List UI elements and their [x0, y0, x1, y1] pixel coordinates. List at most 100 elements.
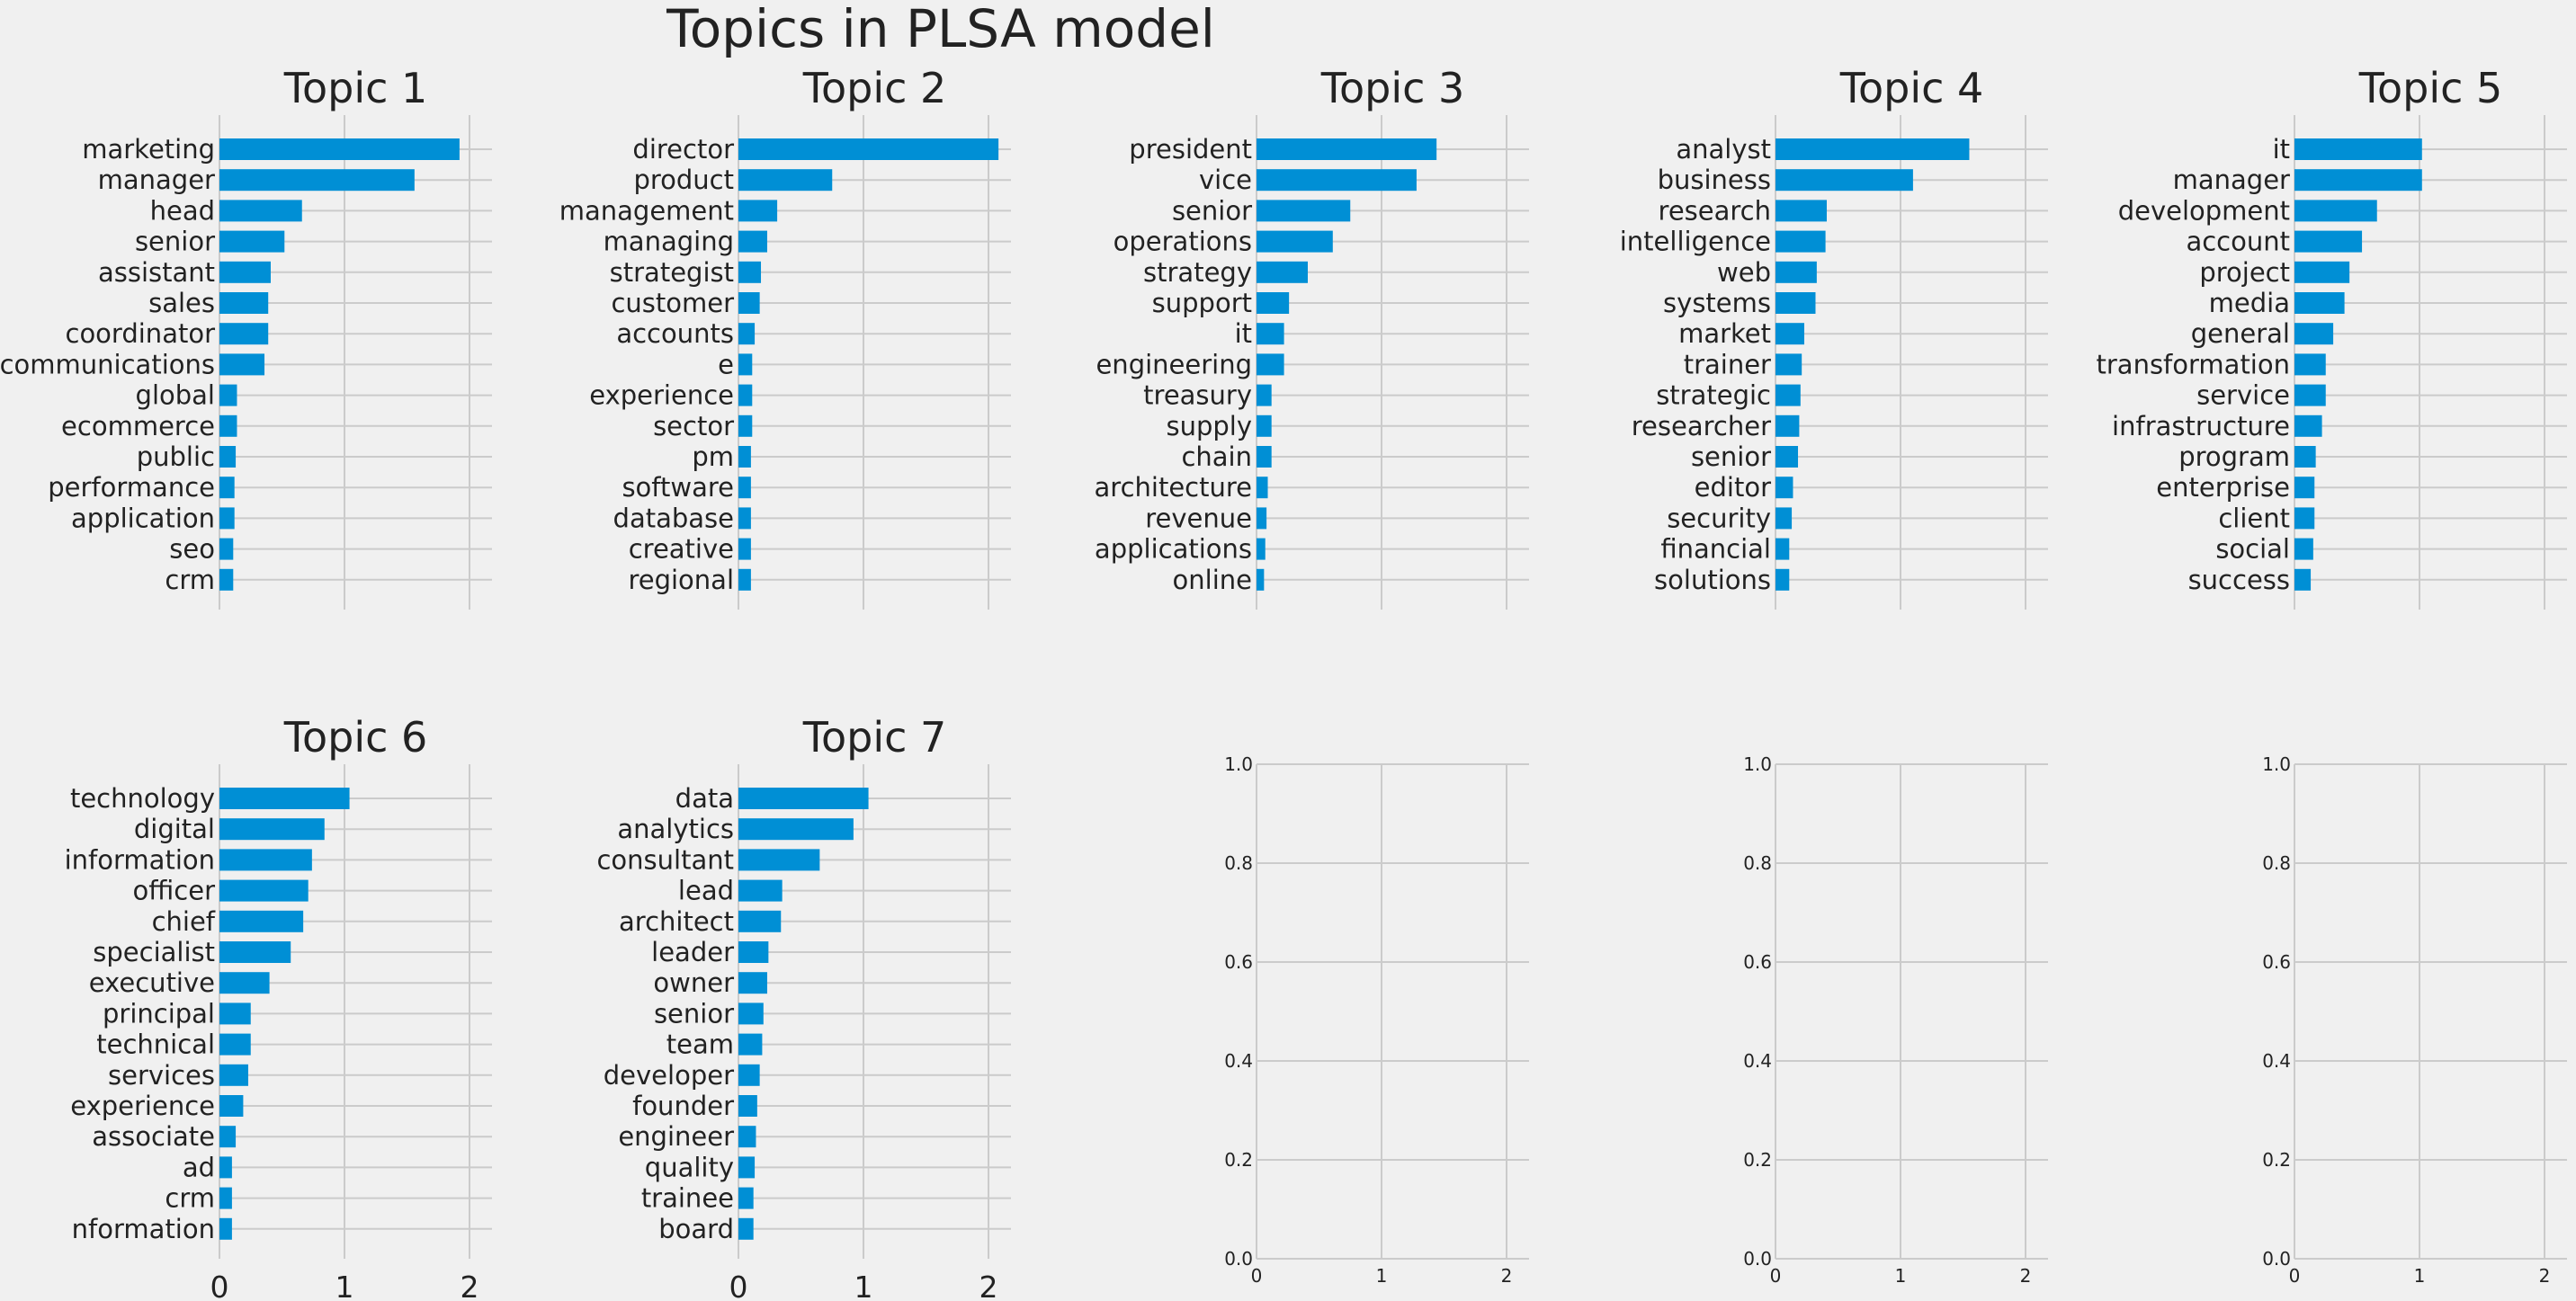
subplot-title: Topic 7	[802, 713, 947, 762]
category-label: senior	[1691, 441, 1771, 472]
category-label: it	[2273, 134, 2290, 165]
category-label: accounts	[616, 318, 734, 349]
category-label: supply	[1166, 411, 1252, 441]
bar-program	[2294, 446, 2316, 468]
subplot-4: analystbusinessresearchintelligencewebsy…	[1620, 64, 2048, 610]
category-label: infrastructure	[2112, 411, 2290, 441]
x-tick-label: 0	[729, 1270, 748, 1301]
bar-strategic	[1775, 384, 1801, 406]
category-label: associate	[92, 1121, 215, 1152]
bar-founder	[738, 1095, 757, 1117]
subplot-1: marketingmanagerheadseniorassistantsales…	[0, 64, 492, 610]
category-label: client	[2218, 503, 2290, 533]
bar-revenue	[1257, 507, 1267, 530]
x-tick-label: 2	[979, 1270, 998, 1301]
bar-crm	[219, 1187, 232, 1209]
bar-communications	[219, 353, 265, 376]
category-label: program	[2178, 441, 2290, 472]
bar-global	[219, 384, 237, 406]
y-tick-label: 0.6	[1224, 951, 1253, 973]
x-tick-label: 1	[335, 1270, 354, 1301]
category-label: specialist	[93, 937, 215, 967]
category-label: senior	[1172, 195, 1252, 226]
category-label: digital	[134, 814, 215, 844]
x-tick-label: 1	[854, 1270, 873, 1301]
bar-managing	[738, 230, 767, 253]
category-label: crm	[165, 1183, 215, 1214]
bar-nformation	[219, 1217, 232, 1240]
bar-leader	[738, 941, 769, 963]
category-label: trainer	[1684, 349, 1771, 379]
category-label: communications	[0, 349, 215, 379]
category-label: performance	[48, 472, 215, 503]
bar-operations	[1257, 230, 1333, 253]
x-tick-label: 0	[210, 1270, 229, 1301]
bar-board	[738, 1217, 754, 1240]
category-label: lead	[678, 876, 734, 906]
category-label: social	[2215, 534, 2290, 565]
bar-associate	[219, 1126, 237, 1148]
category-label: research	[1659, 195, 1771, 226]
x-tick-label: 0	[1770, 1265, 1782, 1287]
category-label: service	[2196, 380, 2290, 411]
bar-regional	[738, 568, 751, 591]
category-label: public	[137, 441, 215, 472]
bar-senior	[1775, 446, 1799, 468]
y-tick-label: 0.2	[1224, 1149, 1253, 1171]
category-label: board	[658, 1214, 734, 1244]
bar-consultant	[738, 849, 820, 871]
bar-engineering	[1257, 353, 1284, 376]
category-label: developer	[604, 1060, 734, 1091]
x-tick-label: 2	[2539, 1265, 2551, 1287]
category-label: marketing	[82, 134, 215, 165]
bar-development	[2294, 200, 2377, 222]
bar-sales	[219, 292, 269, 314]
y-tick-label: 0.4	[1224, 1050, 1253, 1072]
bar-principal	[219, 1002, 251, 1025]
category-label: intelligence	[1620, 227, 1771, 257]
subplot-7: dataanalyticsconsultantleadarchitectlead…	[596, 713, 1011, 1301]
bar-technology	[219, 788, 350, 809]
y-tick-label: 0.8	[1224, 852, 1253, 874]
bar-seo	[219, 538, 234, 560]
category-label: architect	[619, 906, 734, 937]
category-label: market	[1678, 318, 1771, 349]
bar-infrastructure	[2294, 414, 2322, 437]
category-label: technology	[70, 783, 215, 814]
category-label: analytics	[617, 814, 734, 844]
category-label: team	[666, 1029, 734, 1060]
bar-senior	[219, 230, 285, 253]
category-label: crm	[165, 565, 215, 595]
bar-media	[2294, 292, 2345, 314]
category-label: web	[1717, 257, 1771, 288]
bar-client	[2294, 507, 2315, 530]
category-label: revenue	[1145, 503, 1252, 533]
y-tick-label: 0.0	[1743, 1248, 1772, 1270]
category-label: chief	[152, 906, 216, 937]
category-label: chain	[1181, 441, 1252, 472]
bar-project	[2294, 261, 2350, 283]
category-label: senior	[654, 998, 734, 1029]
category-label: business	[1658, 165, 1771, 195]
figure-title: Topics in PLSA model	[666, 0, 1215, 59]
category-label: transformation	[2097, 349, 2291, 379]
bar-management	[738, 200, 778, 222]
bar-sector	[738, 414, 753, 437]
category-label: regional	[628, 565, 734, 595]
category-label: quality	[645, 1152, 734, 1182]
bar-engineer	[738, 1126, 756, 1148]
bar-experience	[219, 1095, 244, 1117]
category-label: experience	[70, 1091, 215, 1121]
y-tick-label: 0.6	[2262, 951, 2291, 973]
bar-researcher	[1775, 414, 1800, 437]
category-label: researcher	[1632, 411, 1771, 441]
category-label: engineering	[1096, 349, 1252, 379]
bar-business	[1775, 169, 1913, 192]
bar-services	[219, 1064, 248, 1086]
y-tick-label: 0.8	[2262, 852, 2291, 874]
y-tick-label: 0.4	[1743, 1050, 1772, 1072]
bar-application	[219, 507, 235, 530]
bar-intelligence	[1775, 230, 1826, 253]
subplot-6: technologydigitalinformationofficerchief…	[65, 713, 492, 1301]
